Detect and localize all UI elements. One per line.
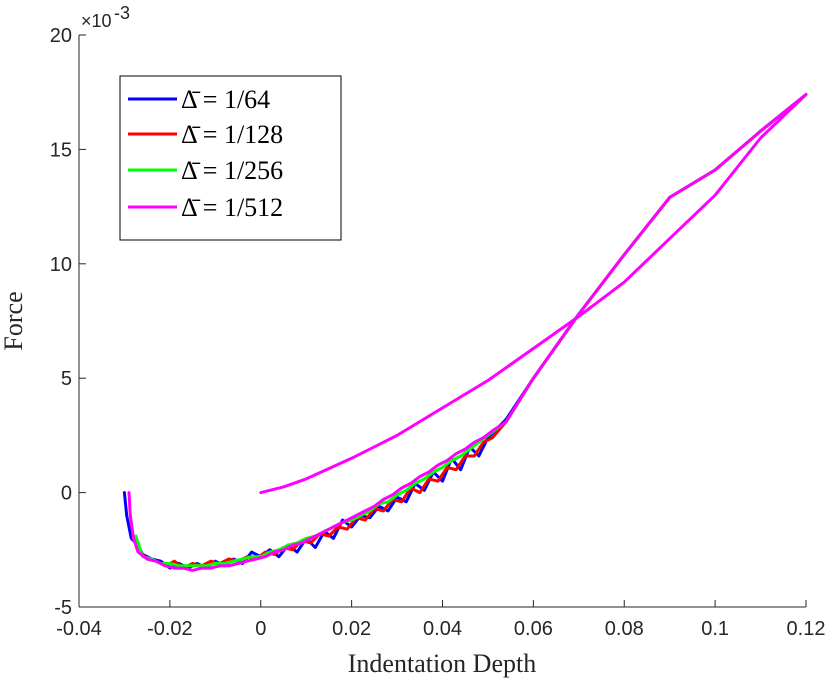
y-tick-label: 0 bbox=[61, 483, 72, 505]
x-axis-label: Indentation Depth bbox=[348, 649, 536, 678]
x-tick-label: 0.04 bbox=[423, 618, 462, 640]
x-tick-label: 0.12 bbox=[787, 618, 826, 640]
y-tick-label: 20 bbox=[50, 25, 72, 47]
x-ticks: -0.04 -0.02 0 0.02 0.04 0.06 0.08 0.1 0.12 bbox=[56, 600, 825, 640]
x-tick-label: 0.02 bbox=[332, 618, 371, 640]
series-line-4 bbox=[127, 93, 808, 572]
x-tick-label: -0.02 bbox=[147, 618, 193, 640]
legend-box bbox=[119, 75, 342, 241]
x-tick-label: 0.08 bbox=[605, 618, 644, 640]
x-tick-label: 0 bbox=[255, 618, 266, 640]
y-ticks: -5 0 5 10 15 20 bbox=[50, 25, 86, 619]
x-tick-label: -0.04 bbox=[56, 618, 102, 640]
y-tick-label: 15 bbox=[50, 139, 72, 161]
legend-entry-1: Δ̄ = 1/64 bbox=[181, 85, 270, 114]
x-tick-label: 0.1 bbox=[701, 618, 729, 640]
legend-entry-3: Δ̄ = 1/256 bbox=[181, 156, 283, 185]
y-tick-label: 10 bbox=[50, 254, 72, 276]
plot-lines bbox=[122, 93, 808, 572]
y-exponent-power: -3 bbox=[114, 3, 130, 23]
legend-entry-4: Δ̄ = 1/512 bbox=[181, 193, 283, 222]
legend: Δ̄ = 1/64 Δ̄ = 1/128 Δ̄ = 1/256 Δ̄ = 1/512 bbox=[119, 75, 342, 241]
y-exponent-base: ×10 bbox=[81, 11, 112, 31]
y-axis-label: Force bbox=[0, 291, 28, 350]
y-tick-label: -5 bbox=[54, 597, 72, 619]
y-tick-label: 5 bbox=[61, 368, 72, 390]
x-tick-label: 0.06 bbox=[514, 618, 553, 640]
legend-entry-2: Δ̄ = 1/128 bbox=[181, 120, 283, 149]
